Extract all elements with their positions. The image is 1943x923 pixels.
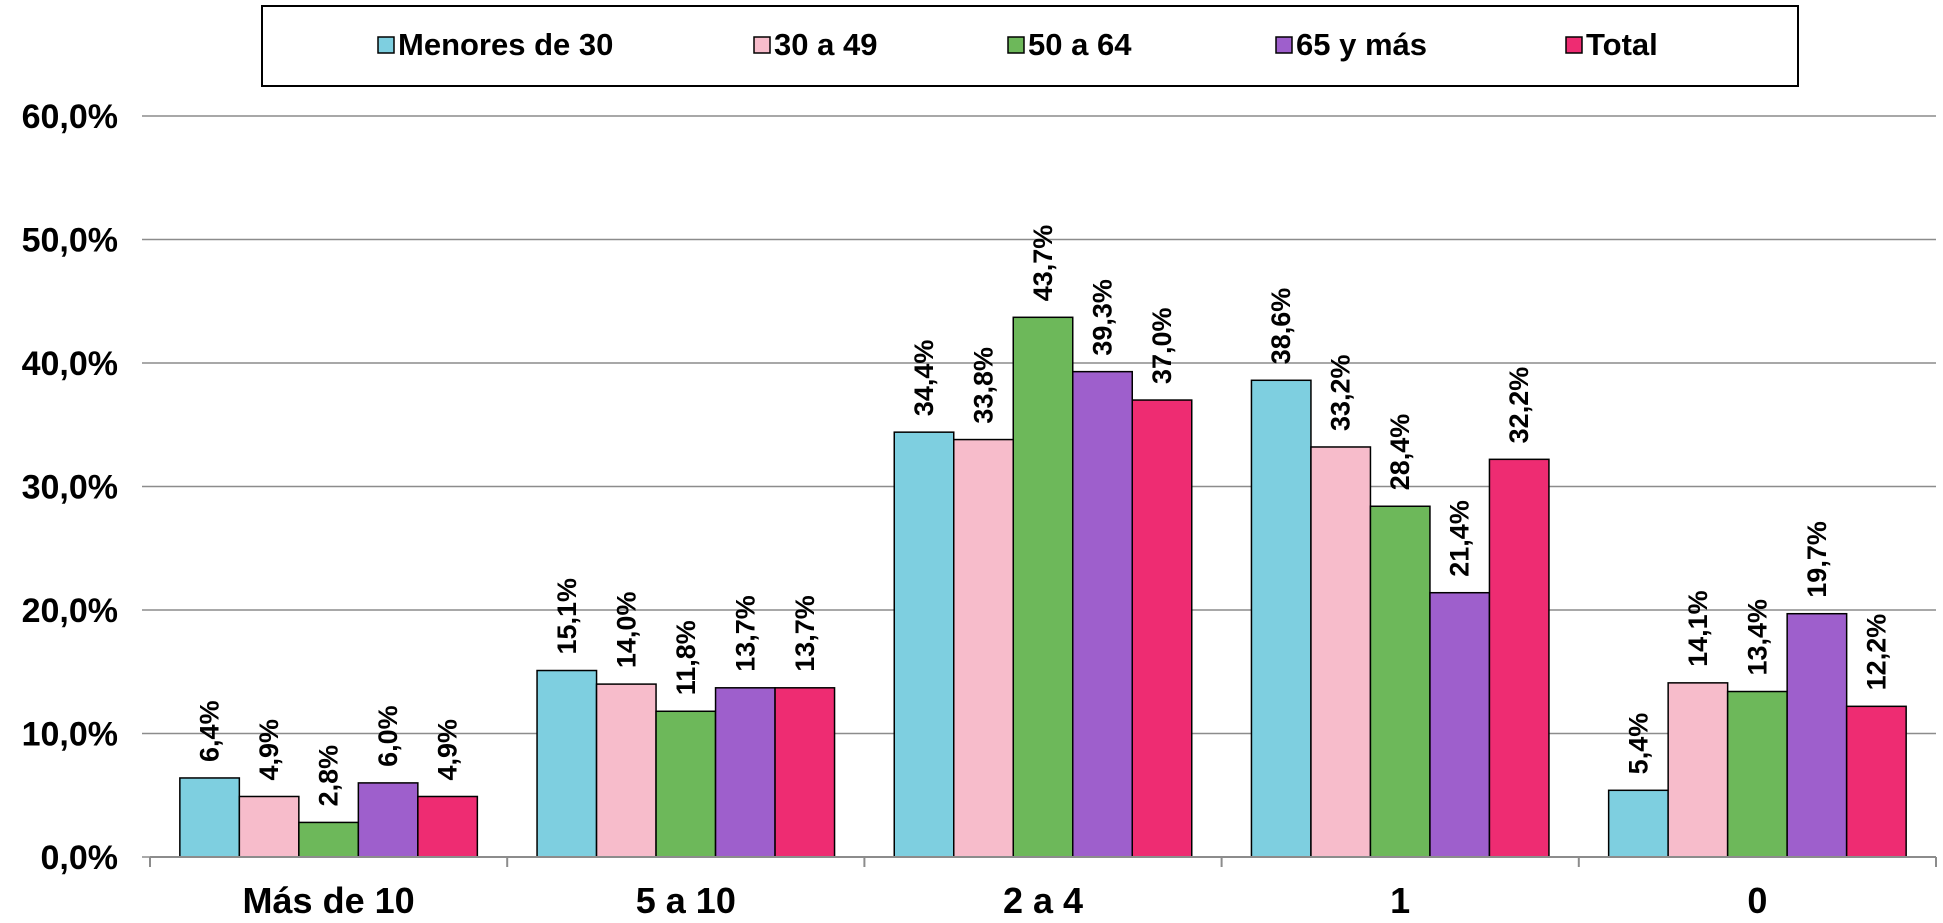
- bars: [179, 316, 1907, 858]
- bar: [595, 683, 657, 858]
- data-label: 4,9%: [254, 719, 284, 781]
- data-label: 19,7%: [1802, 521, 1832, 598]
- x-axis-tick-labels: Más de 10 5 a 10 2 a 4 1 0: [243, 880, 1768, 921]
- bar: [238, 795, 300, 858]
- x-tick-label: 2 a 4: [1003, 880, 1083, 918]
- data-label: 43,7%: [1028, 225, 1058, 302]
- y-tick-label: 10,0%: [22, 716, 118, 754]
- legend: Menores de 30 30 a 49 50 a 64 65 y más Total: [261, 5, 1799, 87]
- bar: [1310, 446, 1372, 858]
- data-label: 4,9%: [433, 719, 463, 781]
- legend-label: 50 a 64: [1028, 27, 1132, 62]
- data-labels: 6,4% 15,1% 34,4% 38,6% 5,4% 4,9% 14,0% 33,8% 33,…: [195, 225, 1892, 807]
- data-label: 34,4%: [909, 340, 939, 417]
- bar: [1726, 690, 1788, 858]
- data-label: 39,3%: [1088, 279, 1118, 356]
- data-label: 2,8%: [314, 745, 344, 807]
- bar: [536, 669, 598, 858]
- bar: [893, 431, 955, 858]
- data-label: 28,4%: [1385, 414, 1415, 491]
- bar: [1250, 379, 1312, 858]
- legend-swatch: [1275, 36, 1293, 54]
- legend-swatch: [377, 36, 395, 54]
- data-label: 14,0%: [611, 592, 641, 669]
- bar: [1072, 370, 1133, 858]
- x-axis: [142, 115, 1937, 867]
- data-label: 11,8%: [671, 620, 701, 695]
- bar: [1429, 591, 1491, 858]
- legend-label: 65 y más: [1296, 27, 1427, 62]
- bar: [298, 821, 360, 858]
- bar: [1845, 705, 1907, 858]
- x-tick-label: 0: [1747, 880, 1767, 918]
- data-label: 13,4%: [1742, 599, 1772, 676]
- data-label: 6,0%: [373, 705, 403, 767]
- data-label: 12,2%: [1861, 614, 1891, 691]
- data-label: 33,8%: [969, 347, 999, 424]
- data-label: 13,7%: [790, 595, 820, 672]
- y-tick-label: 20,0%: [22, 592, 118, 630]
- bar: [1667, 682, 1729, 858]
- y-tick-label: 40,0%: [22, 345, 118, 383]
- y-tick-label: 50,0%: [22, 222, 118, 260]
- bar: [417, 795, 479, 858]
- y-tick-label: 30,0%: [22, 469, 118, 507]
- data-label: 5,4%: [1623, 713, 1653, 775]
- bar: [774, 687, 836, 858]
- bar: [953, 438, 1014, 858]
- x-tick-label: 1: [1390, 880, 1410, 918]
- y-axis-tick-labels: 0,0% 10,0% 20,0% 30,0% 40,0% 50,0% 60,0%: [22, 98, 118, 877]
- data-label: 15,1%: [552, 578, 582, 655]
- bar: [1012, 316, 1074, 858]
- bar: [1131, 399, 1193, 858]
- legend-swatch: [753, 36, 771, 54]
- legend-swatch: [1007, 36, 1025, 54]
- bar: [357, 782, 419, 858]
- legend-swatch: [1565, 36, 1583, 54]
- bar: [179, 777, 241, 858]
- bar: [655, 710, 717, 858]
- bar: [1488, 458, 1550, 858]
- data-label: 37,0%: [1147, 307, 1177, 384]
- data-label: 14,1%: [1683, 590, 1713, 667]
- data-label: 6,4%: [195, 700, 225, 762]
- legend-label: Total: [1586, 27, 1658, 62]
- bar: [1607, 789, 1669, 858]
- bar: [1369, 505, 1431, 858]
- data-label: 38,6%: [1266, 288, 1296, 365]
- x-tick-label: Más de 10: [243, 880, 415, 918]
- data-label: 21,4%: [1445, 500, 1475, 577]
- data-label: 33,2%: [1326, 354, 1356, 431]
- bar: [714, 687, 776, 858]
- data-label: 32,2%: [1504, 367, 1534, 444]
- y-tick-label: 60,0%: [22, 98, 118, 136]
- y-tick-label: 0,0%: [41, 839, 119, 877]
- legend-label: 30 a 49: [774, 27, 877, 62]
- legend-box: [261, 5, 1799, 87]
- bar: [1786, 612, 1848, 858]
- data-label: 13,7%: [730, 595, 760, 672]
- legend-label: Menores de 30: [398, 27, 613, 62]
- x-tick-label: 5 a 10: [636, 880, 736, 918]
